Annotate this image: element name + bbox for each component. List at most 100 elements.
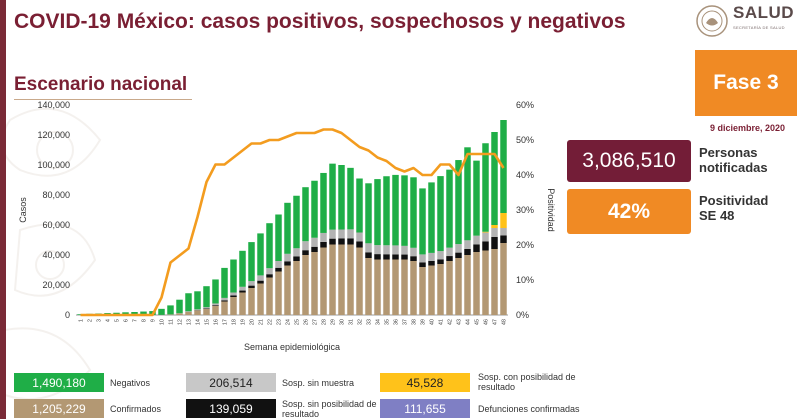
- x-tick-label: 10: [160, 319, 166, 325]
- seal-icon: [696, 5, 728, 37]
- bar-confirmados: [302, 255, 309, 315]
- x-tick-label: 42: [448, 319, 454, 325]
- bar-sosp-sin-muestra: [320, 232, 327, 242]
- notified-value: 3,086,510: [567, 140, 691, 182]
- x-tick-label: 39: [421, 319, 427, 325]
- bar-sosp-sin-muestra: [482, 232, 489, 242]
- bar-negativos: [392, 174, 399, 246]
- bar-sosp-sin-muestra: [203, 307, 210, 309]
- bar-sosp-sin-muestra: [311, 237, 318, 247]
- bar-negativos: [338, 165, 345, 230]
- bar-sosp-con-posibilidad-de-resultado: [500, 213, 507, 228]
- bar-sosp-sin-posibilidad-de-resultado: [347, 238, 354, 245]
- bar-sosp-sin-muestra: [284, 253, 291, 262]
- bar-sosp-sin-posibilidad-de-resultado: [239, 290, 246, 293]
- x-tick-label: 25: [295, 319, 301, 325]
- bar-confirmados: [221, 301, 228, 315]
- bar-confirmados: [419, 267, 426, 315]
- bar-negativos: [221, 267, 228, 298]
- bar-sosp-sin-muestra: [491, 228, 498, 237]
- bar-sosp-sin-posibilidad-de-resultado: [437, 259, 444, 264]
- x-tick-label: 34: [376, 319, 382, 325]
- legend-sosp-con-pos-label-line1: Sosp. con posibilidad de: [478, 372, 576, 382]
- bar-negativos: [374, 179, 381, 246]
- bar-sosp-sin-posibilidad-de-resultado: [410, 256, 417, 261]
- bar-confirmados: [374, 259, 381, 315]
- bar-negativos: [122, 312, 129, 315]
- bar-sosp-sin-posibilidad-de-resultado: [329, 238, 336, 245]
- bar-negativos: [140, 311, 147, 315]
- bar-confirmados: [284, 265, 291, 315]
- report-date: 9 diciembre, 2020: [709, 123, 785, 133]
- bar-confirmados: [401, 259, 408, 315]
- bar-confirmados: [239, 292, 246, 315]
- logo-subtext: SECRETARÍA DE SALUD: [733, 25, 785, 30]
- bar-sosp-sin-posibilidad-de-resultado: [338, 238, 345, 245]
- bar-sosp-con-posibilidad-de-resultado: [482, 231, 489, 233]
- x-tick-label: 5: [115, 319, 121, 322]
- y2-tick-label: 50%: [516, 135, 534, 145]
- bar-negativos: [365, 183, 372, 244]
- bar-sosp-sin-posibilidad-de-resultado: [428, 261, 435, 266]
- bar-sosp-sin-muestra: [221, 297, 228, 301]
- x-tick-label: 29: [331, 319, 337, 325]
- bar-confirmados: [446, 261, 453, 315]
- bar-negativos: [194, 291, 201, 310]
- page-title: COVID-19 México: casos positivos, sospec…: [14, 10, 626, 33]
- x-tick-label: 14: [196, 319, 202, 325]
- y2-tick-label: 20%: [516, 240, 534, 250]
- bar-sosp-sin-muestra: [365, 243, 372, 253]
- bar-negativos: [257, 233, 264, 276]
- bar-sosp-sin-muestra: [383, 245, 390, 255]
- x-tick-label: 48: [502, 319, 508, 325]
- bar-sosp-sin-muestra: [266, 268, 273, 275]
- legend-sosp-sin-pos-label-line1: Sosp. sin posibilidad de: [282, 399, 377, 409]
- x-tick-label: 2: [88, 319, 94, 322]
- x-tick-label: 7: [133, 319, 139, 322]
- x-tick-label: 28: [322, 319, 328, 325]
- y-tick-label: 100,000: [37, 160, 70, 170]
- bar-sosp-sin-posibilidad-de-resultado: [302, 250, 309, 255]
- bar-confirmados: [356, 247, 363, 315]
- bar-sosp-sin-posibilidad-de-resultado: [446, 256, 453, 261]
- legend-defunciones-label: Defunciones confirmadas: [478, 404, 580, 414]
- legend-confirmados-value: 1,205,229: [14, 399, 104, 418]
- bar-sosp-sin-muestra: [275, 261, 282, 268]
- y-tick-label: 120,000: [37, 130, 70, 140]
- bar-confirmados: [194, 310, 201, 315]
- cases-chart: 0 20,000 40,000 60,000 80,000 100,000 120,000 1…: [18, 100, 556, 352]
- bar-negativos: [203, 286, 210, 308]
- bar-confirmados: [473, 252, 480, 315]
- y2-axis-title: Positividad: [546, 188, 556, 232]
- bar-sosp-sin-posibilidad-de-resultado: [383, 254, 390, 260]
- y-tick-label: 60,000: [42, 220, 70, 230]
- bar-sosp-sin-posibilidad-de-resultado: [293, 256, 300, 261]
- bar-confirmados: [500, 243, 507, 315]
- x-tick-label: 4: [106, 319, 112, 322]
- x-tick-label: 20: [250, 319, 256, 325]
- bar-sosp-sin-posibilidad-de-resultado: [419, 262, 426, 267]
- bar-negativos: [158, 308, 165, 315]
- left-accent-strip: [0, 0, 6, 419]
- x-tick-label: 36: [394, 319, 400, 325]
- bar-sosp-sin-muestra: [428, 252, 435, 261]
- x-tick-label: 27: [313, 319, 319, 325]
- y2-tick-label: 0%: [516, 310, 529, 320]
- legend-sosp-con-pos-label-line2: resultado: [478, 382, 516, 392]
- bar-negativos: [491, 132, 498, 225]
- bar-sosp-sin-posibilidad-de-resultado: [257, 280, 264, 284]
- bar-confirmados: [311, 252, 318, 315]
- bar-negativos: [266, 223, 273, 269]
- x-tick-label: 22: [268, 319, 274, 325]
- bar-confirmados: [176, 313, 183, 315]
- x-axis-title: Semana epidemiológica: [244, 342, 340, 352]
- y-tick-label: 0: [65, 310, 70, 320]
- x-tick-label: 17: [223, 319, 229, 325]
- bar-sosp-sin-posibilidad-de-resultado: [230, 295, 237, 297]
- page-subtitle: Escenario nacional: [14, 74, 188, 95]
- bar-sosp-sin-muestra: [239, 286, 246, 291]
- x-tick-label: 12: [178, 319, 184, 325]
- x-tick-label: 24: [286, 319, 292, 325]
- bar-negativos: [284, 202, 291, 254]
- x-tick-label: 11: [169, 319, 175, 325]
